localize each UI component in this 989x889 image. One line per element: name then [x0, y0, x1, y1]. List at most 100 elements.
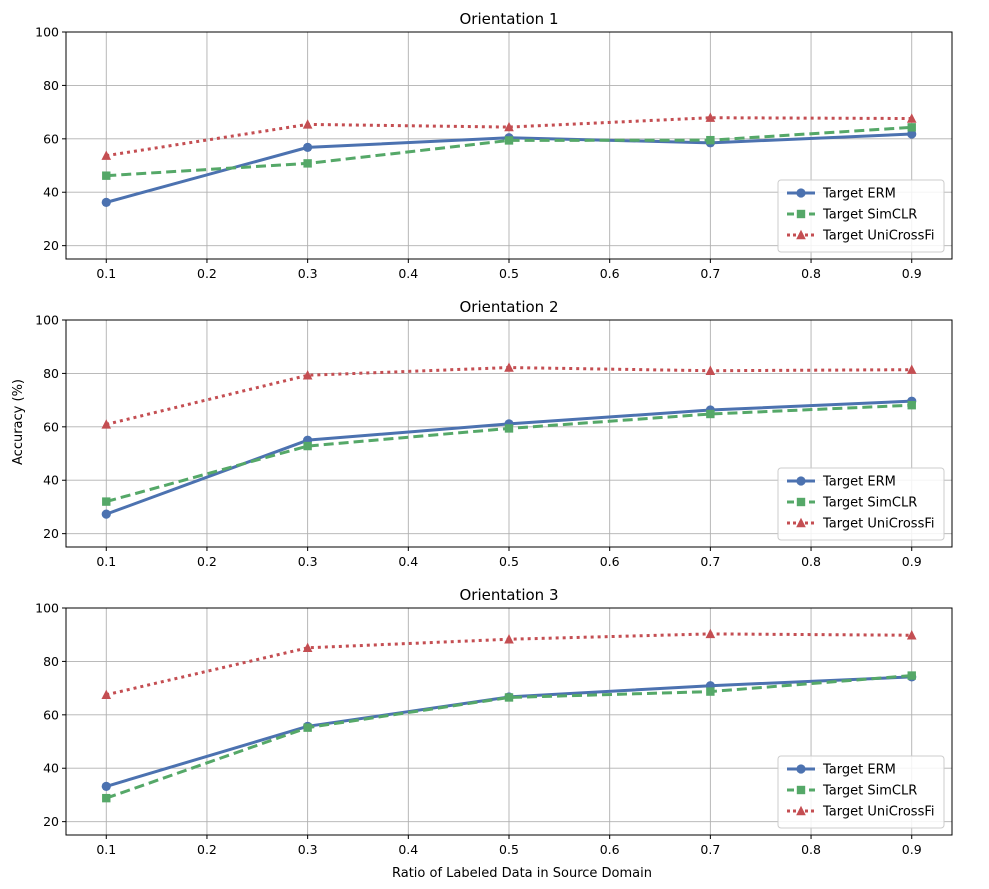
y-tick-label: 100: [35, 25, 59, 40]
x-tick-label: 0.9: [902, 554, 922, 569]
data-point: [706, 135, 715, 145]
legend-marker: [796, 517, 806, 528]
legend-marker: [796, 497, 806, 507]
legend: Target ERM Target SimCLR Target UniCrossFi: [777, 179, 945, 253]
y-tick-label: 20: [43, 238, 59, 253]
data-point: [504, 424, 514, 433]
data-point: [101, 150, 112, 160]
data-point: [101, 419, 112, 429]
y-tick-label: 100: [35, 313, 59, 328]
legend-label: Target UniCrossFi: [822, 517, 935, 532]
x-tick-label: 0.6: [600, 554, 620, 569]
x-axis-label: Ratio of Labeled Data in Source Domain: [392, 866, 652, 881]
subplot-title: Orientation 2: [460, 298, 559, 316]
legend-marker: [796, 476, 806, 486]
data-point: [101, 197, 111, 207]
legend-label: Target UniCrossFi: [822, 805, 935, 820]
data-point: [303, 142, 313, 152]
x-tick-label: 0.5: [499, 842, 519, 857]
data-point: [706, 687, 715, 696]
data-point: [906, 113, 917, 123]
x-tick-label: 0.3: [298, 554, 318, 569]
subplot-1: 0.1 0.2 0.3 0.4 0.5 0.6 0.7 0.8 0.9 20 40 60 80 100 Or…: [35, 10, 953, 281]
data-point: [907, 671, 916, 680]
legend-marker: [796, 805, 806, 816]
legend-box: [777, 179, 945, 253]
y-tick-label: 60: [43, 707, 59, 722]
x-tick-label: 0.9: [902, 266, 922, 281]
data-point: [102, 497, 111, 506]
legend-marker: [796, 764, 806, 774]
y-tick-label: 40: [43, 473, 59, 488]
legend-label: Target SimCLR: [822, 784, 917, 799]
data-point: [302, 642, 313, 652]
x-tick-label: 0.8: [801, 554, 821, 569]
x-tick-label: 0.5: [499, 554, 519, 569]
data-point: [101, 509, 111, 519]
data-point: [504, 362, 514, 372]
data-point: [906, 364, 917, 374]
y-tick-label: 80: [43, 654, 59, 669]
y-tick-label: 40: [43, 185, 59, 200]
subplot-title: Orientation 3: [460, 586, 559, 604]
data-point: [101, 781, 111, 791]
legend-marker: [796, 785, 806, 795]
x-tick-label: 0.3: [298, 842, 318, 857]
y-tick-label: 80: [43, 78, 59, 93]
data-point: [706, 409, 715, 419]
y-tick-label: 40: [43, 761, 59, 776]
data-point: [102, 793, 111, 803]
legend-label: Target SimCLR: [822, 208, 917, 223]
x-tick-label: 0.2: [197, 842, 217, 857]
legend: Target ERM Target SimCLR Target UniCrossFi: [777, 467, 945, 541]
series-line-target-simclr: [105, 674, 912, 800]
x-tick-label: 0.6: [600, 266, 620, 281]
data-point: [303, 723, 312, 732]
y-tick-label: 20: [43, 814, 59, 829]
x-tick-label: 0.5: [499, 266, 519, 281]
x-tick-label: 0.4: [398, 842, 418, 857]
y-tick-label: 60: [43, 419, 59, 434]
legend: Target ERM Target SimCLR Target UniCrossFi: [777, 755, 945, 829]
x-tick-label: 0.6: [600, 842, 620, 857]
legend-label: Target ERM: [822, 763, 896, 778]
data-point: [907, 123, 916, 132]
data-point: [906, 630, 917, 640]
subplot-title: Orientation 1: [460, 10, 559, 28]
x-tick-label: 0.3: [298, 266, 318, 281]
subplot-2: 0.1 0.2 0.3 0.4 0.5 0.6 0.7 0.8 0.9 20 40 60 80 100 Or…: [35, 298, 953, 569]
data-point: [705, 628, 716, 639]
legend-box: [777, 755, 945, 829]
y-tick-label: 60: [43, 131, 59, 146]
legend-label: Target SimCLR: [822, 496, 917, 511]
y-tick-label: 100: [35, 601, 59, 616]
data-point: [907, 400, 916, 410]
legend-box: [777, 467, 945, 541]
legend-marker: [796, 229, 806, 240]
x-tick-label: 0.2: [197, 266, 217, 281]
data-point: [303, 441, 312, 451]
data-point: [907, 129, 917, 139]
legend-label: Target UniCrossFi: [822, 229, 935, 244]
x-tick-label: 0.1: [96, 842, 116, 857]
y-axis-label: Accuracy (%): [11, 379, 26, 465]
legend-marker: [796, 209, 806, 219]
legend-label: Target ERM: [822, 187, 896, 202]
legend-marker: [796, 188, 806, 198]
data-point: [504, 693, 514, 702]
x-tick-label: 0.2: [197, 554, 217, 569]
data-point: [102, 171, 111, 180]
x-tick-label: 0.4: [398, 266, 418, 281]
data-point: [504, 634, 514, 644]
x-tick-label: 0.1: [96, 554, 116, 569]
y-tick-label: 20: [43, 526, 59, 541]
x-tick-label: 0.7: [700, 842, 720, 857]
series-line-target-unicrossfi: [106, 116, 912, 158]
data-point: [705, 365, 716, 375]
subplot-3: 0.1 0.2 0.3 0.4 0.5 0.6 0.7 0.8 0.9 20 40 60 80 100 Or…: [35, 586, 953, 857]
data-point: [302, 119, 313, 129]
x-tick-label: 0.1: [96, 266, 116, 281]
data-point: [504, 136, 514, 145]
data-point: [303, 159, 312, 168]
